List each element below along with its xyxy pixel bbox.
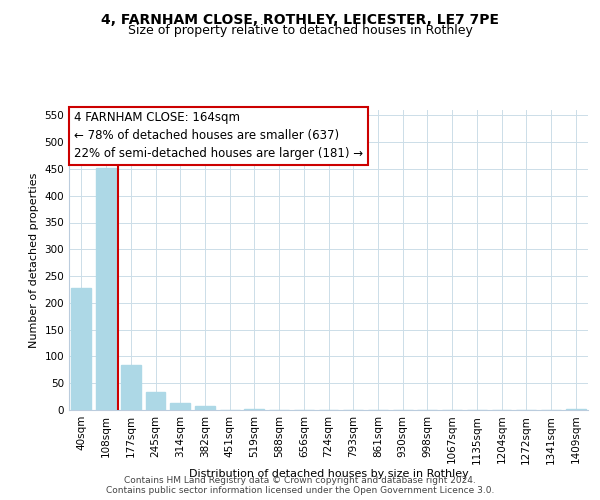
Bar bbox=[566, 409, 586, 410]
Text: Contains HM Land Registry data © Crown copyright and database right 2024.
Contai: Contains HM Land Registry data © Crown c… bbox=[106, 476, 494, 495]
Bar bbox=[121, 365, 140, 410]
X-axis label: Distribution of detached houses by size in Rothley: Distribution of detached houses by size … bbox=[188, 469, 469, 479]
Bar bbox=[195, 406, 215, 410]
Y-axis label: Number of detached properties: Number of detached properties bbox=[29, 172, 39, 348]
Bar bbox=[244, 409, 264, 410]
Text: Size of property relative to detached houses in Rothley: Size of property relative to detached ho… bbox=[128, 24, 472, 37]
Bar bbox=[146, 392, 166, 410]
Bar bbox=[71, 288, 91, 410]
Text: 4 FARNHAM CLOSE: 164sqm
← 78% of detached houses are smaller (637)
22% of semi-d: 4 FARNHAM CLOSE: 164sqm ← 78% of detache… bbox=[74, 112, 364, 160]
Bar bbox=[96, 168, 116, 410]
Text: 4, FARNHAM CLOSE, ROTHLEY, LEICESTER, LE7 7PE: 4, FARNHAM CLOSE, ROTHLEY, LEICESTER, LE… bbox=[101, 12, 499, 26]
Bar bbox=[170, 403, 190, 410]
